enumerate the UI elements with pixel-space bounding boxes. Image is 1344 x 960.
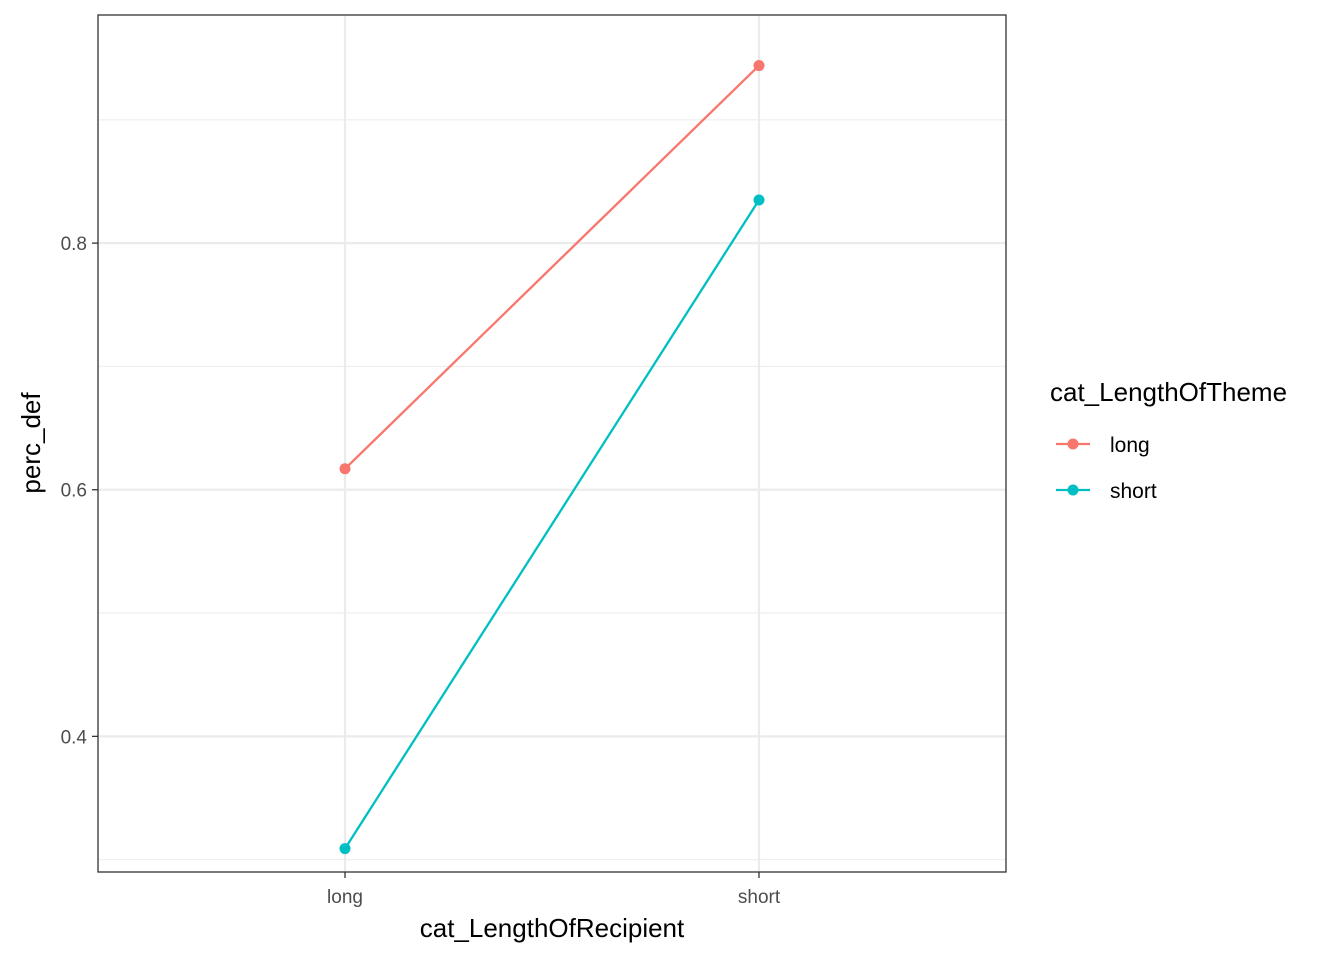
plot-border [97,14,1007,873]
legend-item-short: short [1056,480,1157,503]
legend-label: long [1110,434,1150,457]
y-tick-label: 0.4 [61,727,88,748]
legend: cat_LengthOfTheme long short [1050,377,1287,503]
y-axis-title: perc_def [16,392,46,494]
data-point [753,60,765,72]
y-tick-label: 0.6 [61,481,87,502]
data-point [753,194,765,206]
data-point [339,843,351,855]
data-point [339,463,351,475]
x-axis: long short [327,872,781,908]
y-tick-label: 0.8 [61,234,87,255]
legend-key-point [1067,484,1079,496]
x-axis-title: cat_LengthOfRecipient [420,913,685,943]
legend-item-long: long [1056,434,1150,457]
legend-label: short [1110,480,1157,503]
plot-panel [98,15,1006,872]
legend-key-point [1067,438,1079,450]
series-short [339,194,765,855]
series-layer [339,60,765,855]
series-line [344,64,760,470]
y-axis: 0.4 0.6 0.8 [61,234,98,748]
x-tick-label: long [327,887,363,908]
series-long [339,60,765,475]
legend-title: cat_LengthOfTheme [1050,377,1287,407]
x-tick-label: short [738,887,781,908]
series-line [344,199,760,850]
grid [98,15,1006,872]
